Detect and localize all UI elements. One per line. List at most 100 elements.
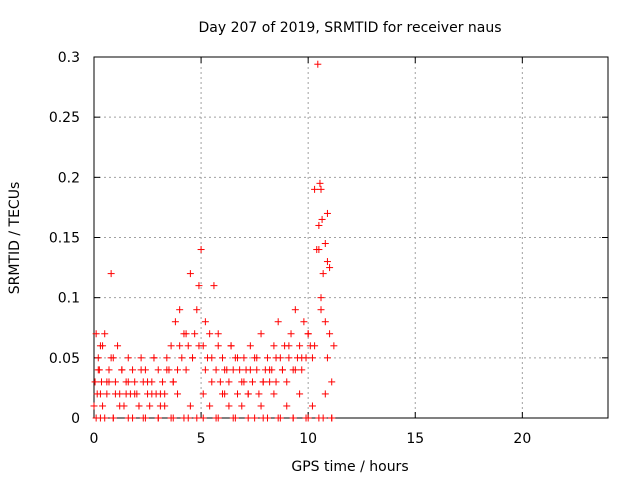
data-point xyxy=(193,414,201,422)
data-point xyxy=(319,414,327,422)
data-point xyxy=(219,354,226,362)
data-point xyxy=(144,378,152,386)
data-point xyxy=(131,378,139,386)
data-point xyxy=(283,378,291,386)
data-point xyxy=(328,378,336,386)
data-point xyxy=(219,390,226,398)
data-point xyxy=(169,378,177,386)
y-tick-label: 0.05 xyxy=(49,351,80,367)
x-tick-label: 0 xyxy=(90,431,99,447)
data-point xyxy=(317,306,325,314)
data-point xyxy=(285,342,293,350)
x-tick-label: 20 xyxy=(513,431,531,447)
data-point xyxy=(182,330,190,338)
data-point xyxy=(291,366,299,374)
data-point xyxy=(315,246,323,254)
data-point xyxy=(257,402,265,410)
data-point xyxy=(278,366,286,374)
data-point xyxy=(259,414,267,422)
data-point xyxy=(174,390,182,398)
data-point xyxy=(287,330,295,338)
data-point xyxy=(308,354,316,362)
data-point xyxy=(244,390,252,398)
data-point xyxy=(300,318,308,326)
data-point xyxy=(296,342,304,350)
data-point xyxy=(244,414,252,422)
data-point xyxy=(236,366,244,374)
data-point xyxy=(91,378,99,386)
data-point xyxy=(163,354,171,362)
data-point xyxy=(206,330,214,338)
y-tick-label: 0.15 xyxy=(49,231,80,247)
data-point xyxy=(154,366,162,374)
data-point xyxy=(101,330,109,338)
data-point xyxy=(116,402,124,410)
data-points xyxy=(90,60,338,422)
data-point xyxy=(246,366,254,374)
data-point xyxy=(208,354,216,362)
data-point xyxy=(174,366,182,374)
data-point xyxy=(311,342,319,350)
data-point xyxy=(178,354,186,362)
data-point xyxy=(154,414,162,422)
data-point xyxy=(129,366,137,374)
data-point xyxy=(315,221,323,229)
data-point xyxy=(107,270,115,278)
data-point xyxy=(156,390,164,398)
data-point xyxy=(176,306,184,314)
data-point xyxy=(229,366,237,374)
data-point xyxy=(186,402,194,410)
data-point xyxy=(326,264,334,272)
data-point xyxy=(96,414,104,422)
data-point xyxy=(216,378,224,386)
data-point xyxy=(137,354,145,362)
data-point xyxy=(148,390,156,398)
data-point xyxy=(193,306,201,314)
data-point xyxy=(321,240,329,248)
data-point xyxy=(311,185,319,193)
data-point xyxy=(240,354,248,362)
x-tick-label: 15 xyxy=(406,431,424,447)
data-point xyxy=(214,414,222,422)
data-point xyxy=(150,354,158,362)
data-point xyxy=(253,354,261,362)
data-point xyxy=(161,402,169,410)
data-point xyxy=(328,414,336,422)
data-point xyxy=(289,414,297,422)
data-point xyxy=(298,366,306,374)
data-point xyxy=(199,390,207,398)
y-tick-label: 0.3 xyxy=(58,50,80,66)
data-point xyxy=(139,414,147,422)
data-point xyxy=(182,366,190,374)
data-point xyxy=(210,282,218,290)
data-point xyxy=(266,366,274,374)
data-point xyxy=(137,366,145,374)
x-axis-label: GPS time / hours xyxy=(291,459,408,475)
data-point xyxy=(176,342,184,350)
data-point xyxy=(225,378,233,386)
data-point xyxy=(118,366,126,374)
data-point xyxy=(189,354,197,362)
data-point xyxy=(263,354,271,362)
data-point xyxy=(90,402,98,410)
data-point xyxy=(285,354,293,362)
data-point xyxy=(109,414,117,422)
data-point xyxy=(259,378,267,386)
y-tick-label: 0.2 xyxy=(58,170,80,186)
data-point xyxy=(274,414,282,422)
data-point xyxy=(283,402,291,410)
data-point xyxy=(233,354,241,362)
data-point xyxy=(270,390,278,398)
data-point xyxy=(96,390,104,398)
data-point xyxy=(201,318,209,326)
x-tick-label: 10 xyxy=(299,431,317,447)
data-point xyxy=(221,366,229,374)
data-point xyxy=(99,342,107,350)
data-point xyxy=(321,390,329,398)
data-point xyxy=(214,342,222,350)
grid xyxy=(94,57,608,418)
y-axis-label: SRMTID / TECUs xyxy=(7,182,23,295)
data-point xyxy=(319,270,327,278)
data-point xyxy=(323,209,331,217)
data-point xyxy=(238,402,246,410)
